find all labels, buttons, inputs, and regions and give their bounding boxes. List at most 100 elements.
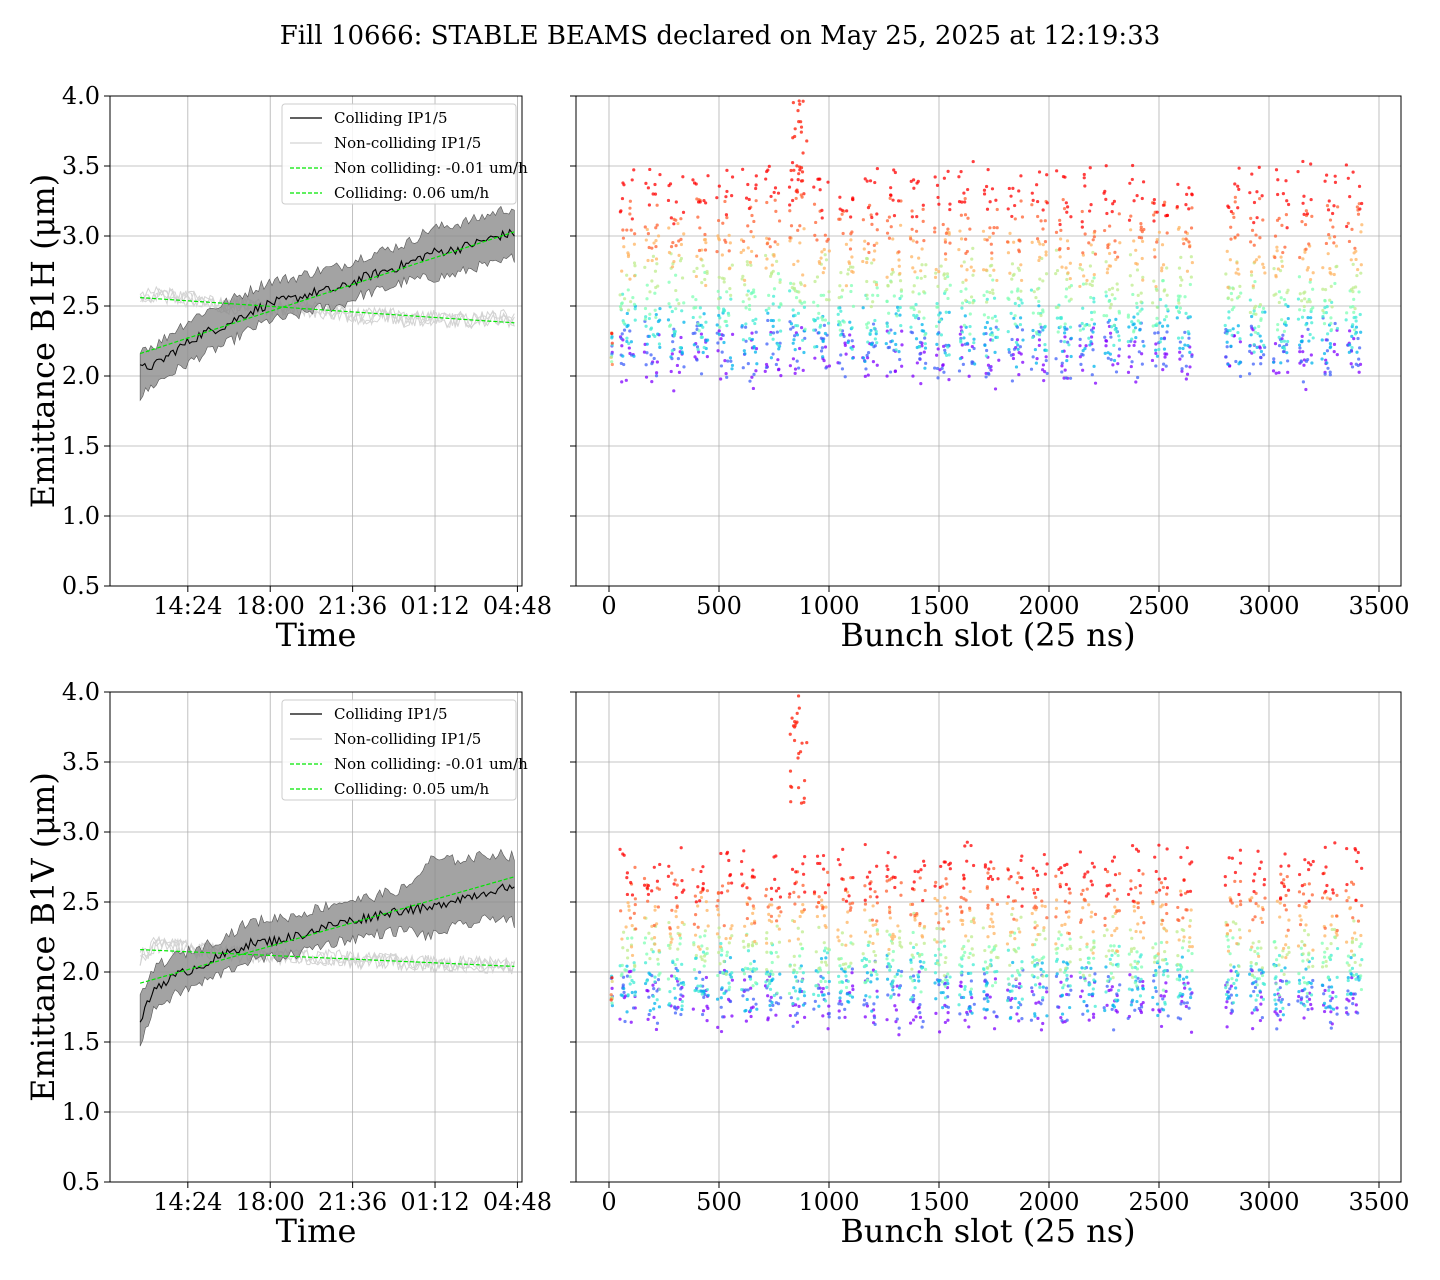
scatter-point bbox=[774, 209, 778, 213]
scatter-point bbox=[1155, 240, 1159, 244]
scatter-point bbox=[1180, 946, 1185, 950]
scatter-point bbox=[777, 914, 781, 918]
scatter-point bbox=[1225, 1000, 1229, 1004]
scatter-point bbox=[1109, 971, 1114, 975]
scatter-point bbox=[765, 169, 769, 174]
scatter-point bbox=[982, 972, 987, 976]
scatter-point bbox=[704, 241, 708, 245]
scatter-point bbox=[658, 172, 662, 177]
fit-line bbox=[139, 231, 515, 355]
outlier-point bbox=[794, 189, 798, 193]
scatter-point bbox=[1349, 305, 1353, 309]
scatter-point bbox=[866, 340, 870, 344]
scatter-point bbox=[846, 340, 850, 345]
scatter-point bbox=[629, 880, 633, 885]
scatter-point bbox=[1132, 946, 1136, 950]
scatter-point bbox=[1280, 318, 1284, 322]
scatter-point bbox=[1059, 980, 1063, 984]
scatter-point bbox=[1360, 958, 1364, 962]
scatter-point bbox=[724, 972, 728, 976]
scatter-point bbox=[921, 219, 925, 223]
scatter-point bbox=[776, 272, 781, 276]
scatter-point bbox=[1223, 875, 1227, 879]
scatter-point bbox=[1305, 300, 1310, 304]
scatter-point bbox=[1332, 342, 1337, 346]
scatter-point bbox=[934, 880, 938, 884]
scatter-point bbox=[888, 911, 892, 915]
scatter-point bbox=[800, 930, 805, 934]
scatter-point bbox=[620, 292, 625, 296]
scatter-point bbox=[866, 350, 871, 355]
x-tick-label: 0 bbox=[601, 592, 616, 620]
scatter-point bbox=[914, 229, 919, 233]
scatter-point bbox=[909, 237, 913, 241]
scatter-point bbox=[768, 987, 773, 991]
scatter-point bbox=[1360, 201, 1364, 206]
scatter-point bbox=[990, 263, 994, 267]
scatter-point bbox=[1298, 292, 1302, 296]
scatter-point bbox=[872, 949, 876, 954]
scatter-point bbox=[674, 243, 678, 248]
scatter-point bbox=[653, 908, 657, 912]
outlier-point bbox=[801, 151, 805, 155]
scatter-point bbox=[751, 868, 755, 872]
scatter-point bbox=[793, 371, 797, 376]
scatter-point bbox=[628, 329, 632, 333]
scatter-point bbox=[964, 287, 968, 291]
scatter-point bbox=[1301, 350, 1305, 354]
scatter-point bbox=[1117, 212, 1121, 216]
scatter-point bbox=[1060, 265, 1064, 269]
scatter-point bbox=[1308, 332, 1312, 337]
scatter-point bbox=[1224, 272, 1228, 276]
scatter-point bbox=[1078, 947, 1082, 952]
scatter-point bbox=[1353, 332, 1358, 336]
scatter-point bbox=[750, 943, 754, 947]
scatter-point bbox=[1110, 293, 1114, 297]
scatter-point bbox=[802, 350, 806, 355]
scatter-point bbox=[942, 974, 946, 978]
scatter-point bbox=[754, 317, 758, 321]
scatter-point bbox=[1150, 358, 1155, 363]
scatter-point bbox=[634, 927, 638, 931]
scatter-point bbox=[793, 882, 797, 886]
scatter-point bbox=[821, 1014, 825, 1018]
scatter-point bbox=[769, 914, 774, 918]
scatter-point bbox=[1260, 1015, 1264, 1020]
scatter-point bbox=[969, 987, 973, 991]
scatter-point bbox=[794, 1003, 798, 1007]
scatter-point bbox=[778, 972, 782, 976]
scatter-point bbox=[645, 988, 649, 993]
scatter-point bbox=[919, 276, 923, 280]
scatter-point bbox=[657, 948, 661, 953]
scatter-point bbox=[1351, 882, 1356, 886]
scatter-point bbox=[1358, 312, 1362, 317]
scatter-point bbox=[873, 249, 877, 253]
scatter-point bbox=[986, 315, 990, 320]
scatter-point bbox=[797, 366, 801, 370]
scatter-point bbox=[1181, 992, 1185, 997]
scatter-point bbox=[1254, 258, 1259, 262]
scatter-point bbox=[968, 889, 972, 894]
scatter-point bbox=[1348, 906, 1353, 910]
scatter-point bbox=[679, 217, 683, 221]
scatter-point bbox=[1306, 933, 1310, 937]
scatter-point bbox=[1093, 381, 1098, 385]
scatter-point bbox=[628, 975, 632, 979]
scatter-point bbox=[722, 309, 727, 313]
scatter-point bbox=[803, 890, 807, 894]
scatter-point bbox=[1349, 348, 1354, 352]
scatter-point bbox=[843, 343, 847, 347]
scatter-point bbox=[1031, 311, 1035, 315]
scatter-point bbox=[873, 890, 877, 894]
scatter-point bbox=[619, 909, 623, 913]
scatter-point bbox=[741, 300, 745, 304]
scatter-point bbox=[1226, 362, 1230, 366]
scatter-point bbox=[1059, 339, 1063, 343]
scatter-point bbox=[628, 277, 632, 281]
scatter-point bbox=[630, 923, 634, 928]
scatter-point bbox=[1181, 939, 1186, 943]
scatter-point bbox=[911, 974, 916, 978]
scatter-point bbox=[741, 167, 745, 171]
scatter-point bbox=[1237, 294, 1241, 299]
scatter-point bbox=[672, 333, 676, 338]
